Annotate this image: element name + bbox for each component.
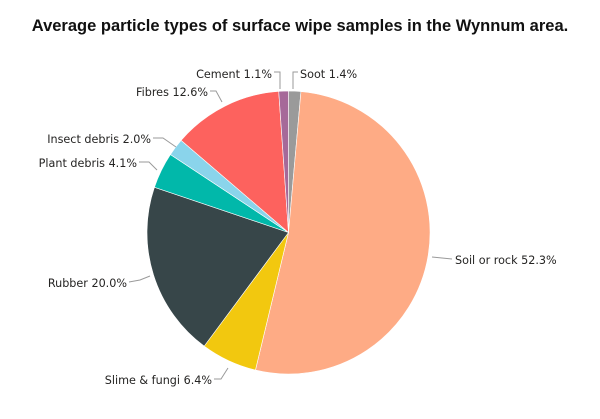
data-label-soot: Soot 1.4% bbox=[300, 68, 358, 81]
data-label-insect-debris: Insect debris 2.0% bbox=[47, 133, 151, 146]
pie-slice-fibres[interactable] bbox=[180, 91, 289, 234]
leader-line-soil-rock bbox=[431, 256, 453, 260]
pie-slice-rubber[interactable] bbox=[146, 186, 289, 347]
leader-line-plant-debris bbox=[139, 161, 158, 171]
leader-line-slime-fungi bbox=[214, 367, 229, 380]
leader-line-cement bbox=[274, 71, 281, 89]
leader-line-fibres bbox=[210, 90, 223, 103]
pie-slice-soil-or-rock[interactable] bbox=[255, 91, 431, 375]
data-label-cement: Cement 1.1% bbox=[196, 68, 272, 81]
leader-lines bbox=[128, 71, 453, 380]
data-label-fibres: Fibres 12.6% bbox=[136, 86, 208, 99]
data-labels: Soot 1.4% Soil or rock 52.3% Slime & fun… bbox=[39, 68, 557, 387]
pie-slices bbox=[146, 90, 431, 375]
chart-title: Average particle types of surface wipe s… bbox=[31, 17, 569, 35]
leader-line-soot bbox=[292, 71, 298, 89]
data-label-rubber: Rubber 20.0% bbox=[48, 277, 128, 290]
data-label-plant-debris: Plant debris 4.1% bbox=[39, 157, 138, 170]
data-label-slime-fungi: Slime & fungi 6.4% bbox=[105, 374, 213, 387]
data-label-soil-rock: Soil or rock 52.3% bbox=[455, 254, 557, 267]
leader-line-rubber bbox=[128, 275, 151, 283]
pie-slice-cement[interactable] bbox=[278, 90, 289, 233]
leader-line-insect-debris bbox=[153, 137, 177, 148]
